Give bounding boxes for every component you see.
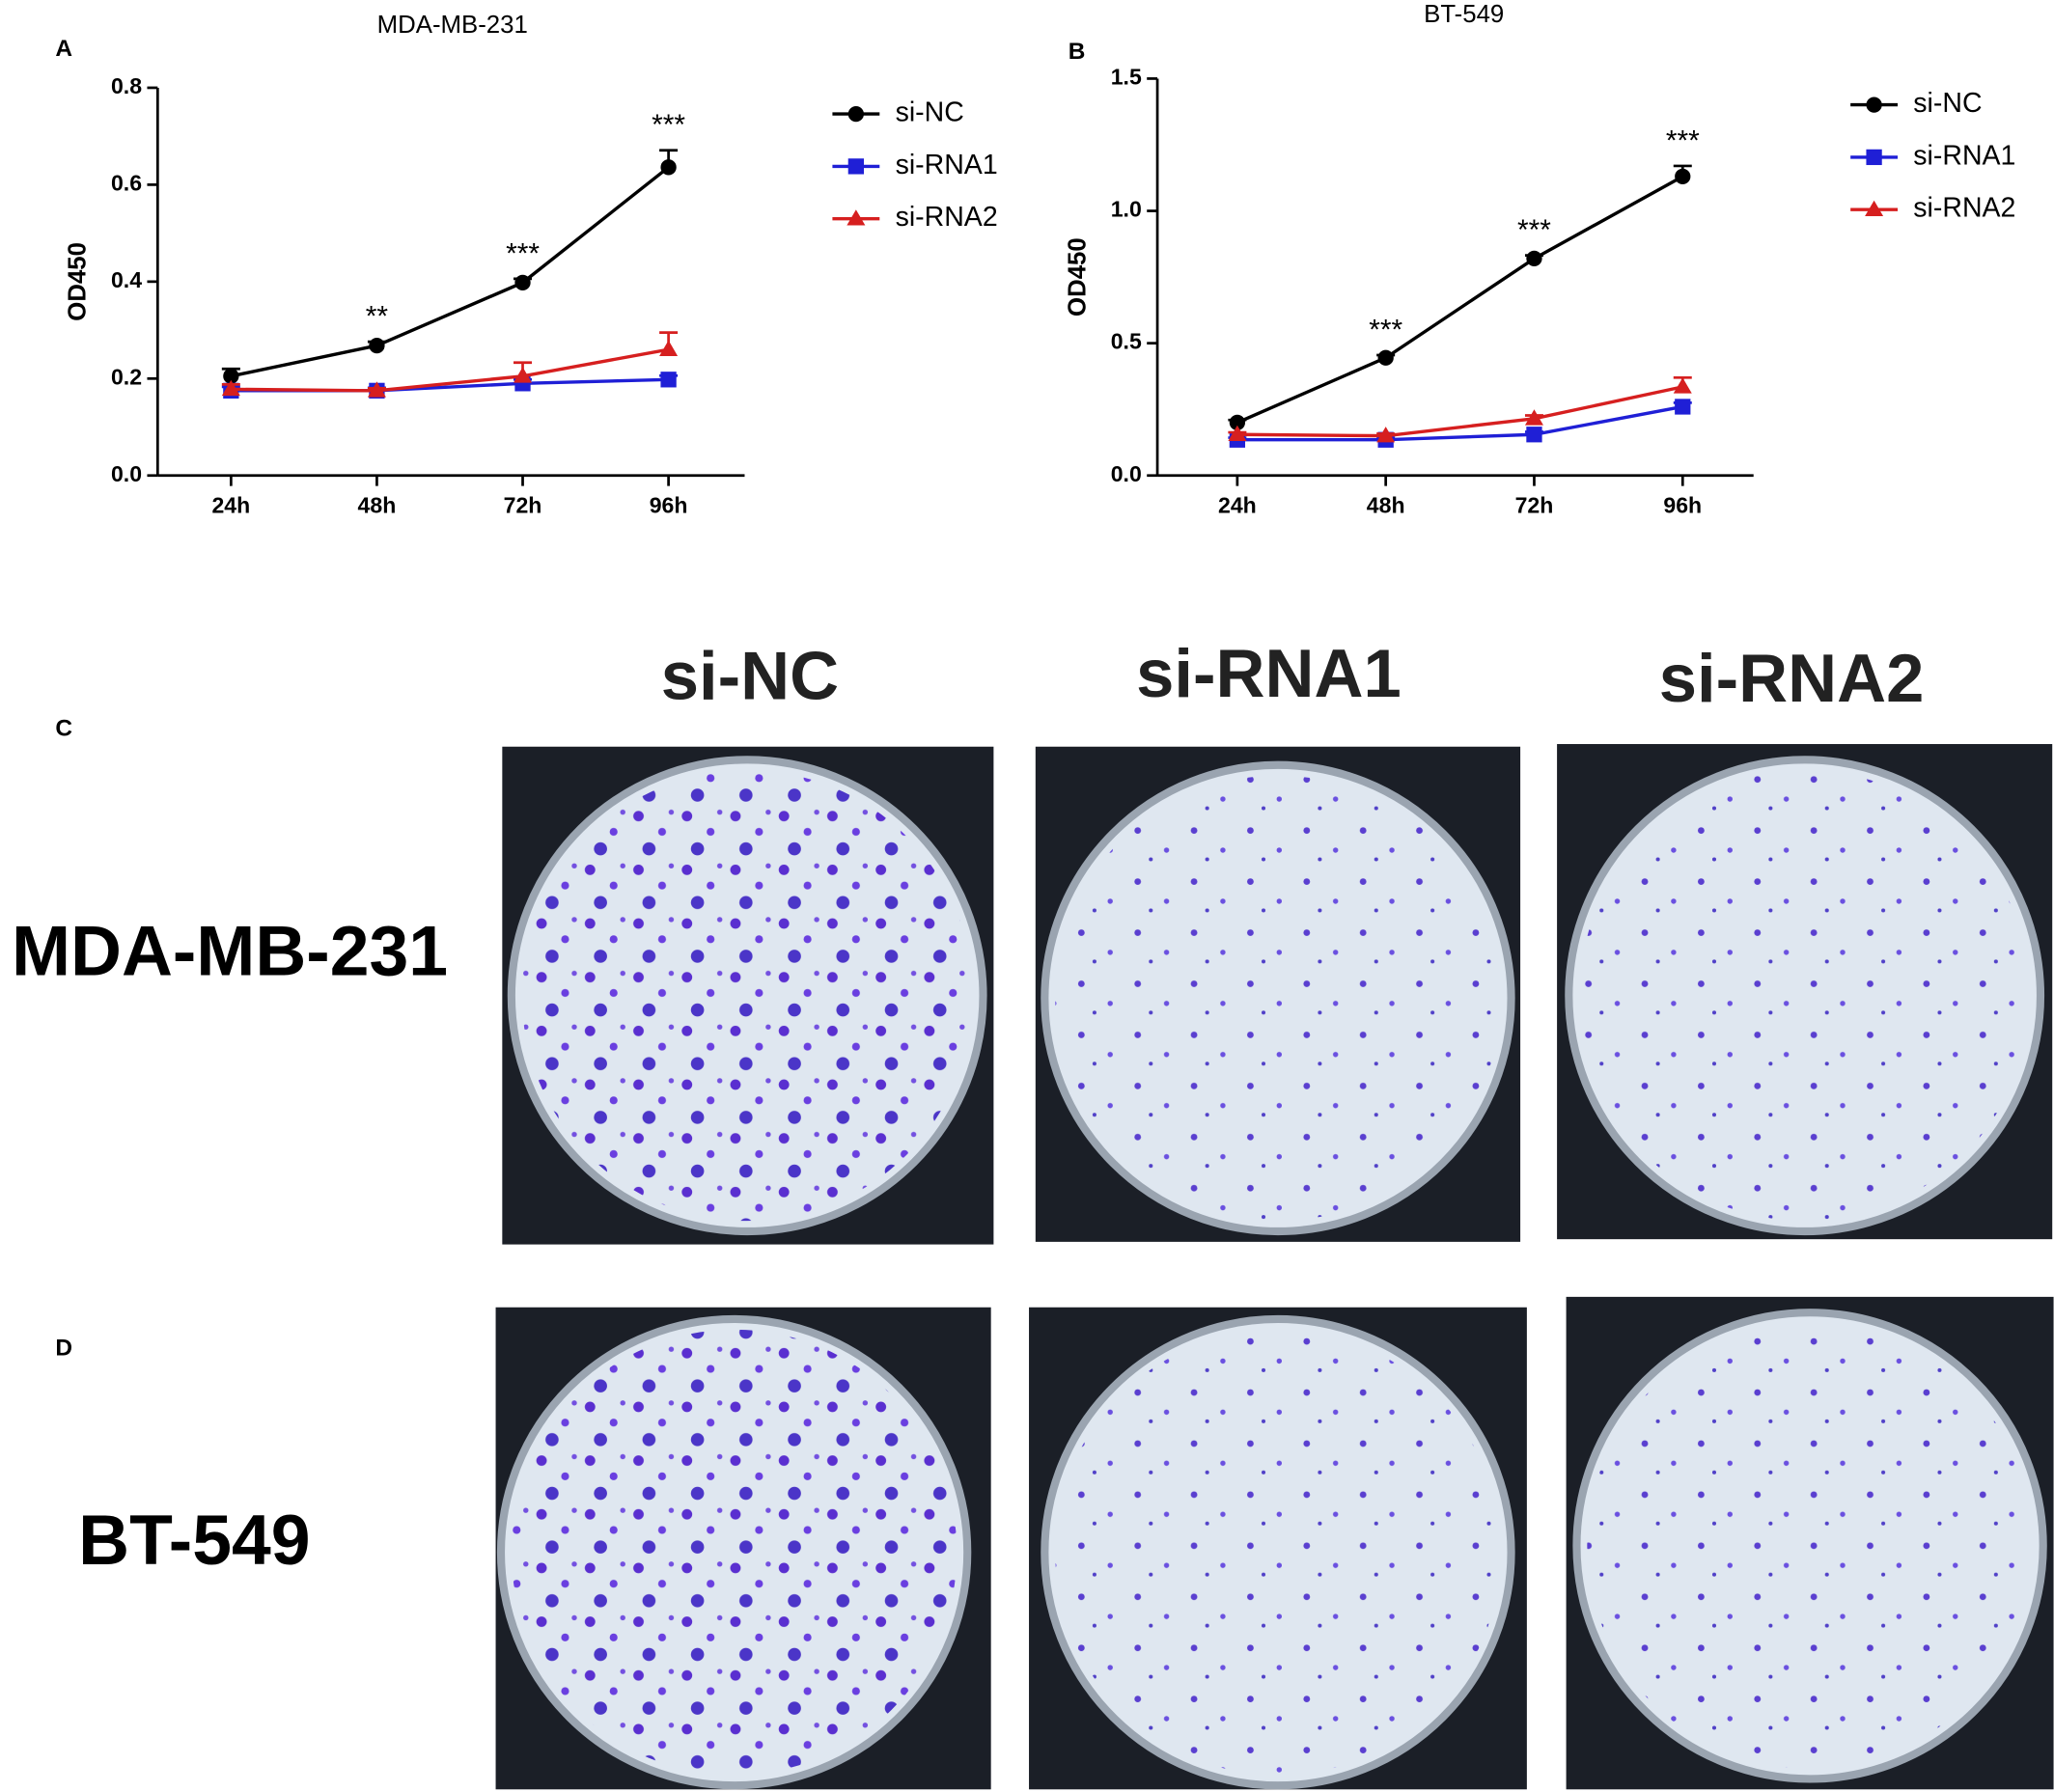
marker [221,379,240,397]
marker [847,209,866,226]
y-tick-label: 0.8 [111,73,142,98]
significance: *** [652,109,685,141]
y-tick-label: 1.5 [1111,65,1142,90]
y-tick-label: 0.0 [111,461,142,486]
photo [495,1307,991,1790]
marker [1866,96,1882,113]
marker [1376,427,1396,443]
marker [1524,409,1543,426]
photo [1029,1307,1527,1790]
x-tick-label: 48h [1367,492,1405,517]
significance: *** [1666,124,1700,156]
photo [502,746,994,1245]
marker [660,159,677,176]
legend-label: si-RNA2 [896,202,998,233]
marker [847,105,864,123]
legend-label: si-RNA1 [896,150,998,180]
significance: *** [506,237,540,269]
panel-label: D [55,1336,72,1362]
y-tick-label: 1.0 [1111,197,1142,222]
marker [660,372,677,388]
marker [847,158,864,175]
x-tick-label: 96h [650,492,688,517]
marker [1526,250,1542,267]
column-label: si-NC [661,638,839,714]
row-label: MDA-MB-231 [12,911,448,990]
y-tick-label: 0.2 [111,364,142,389]
photos [495,744,2054,1790]
marker [514,367,533,383]
panel-label: C [55,716,72,742]
panel-label: A [55,36,72,62]
series-line [1236,175,1684,425]
y-tick-label: 0.5 [1111,329,1142,354]
marker [223,368,239,384]
marker [1675,399,1691,415]
marker [1673,377,1692,394]
series-line [1236,404,1683,442]
panel-label: B [1069,39,1086,65]
marker [1866,149,1882,166]
marker [1675,168,1691,185]
marker [1228,425,1247,442]
significance: ** [366,301,389,333]
significance: *** [1369,314,1402,345]
series-line [231,347,669,393]
marker [369,338,385,354]
x-tick-label: 72h [1515,492,1554,517]
x-tick-label: 48h [358,492,397,517]
x-tick-label: 24h [211,492,250,517]
photo [1035,746,1521,1242]
marker [1377,349,1394,366]
column-label: si-RNA1 [1136,635,1402,711]
legend-label: si-NC [896,97,964,128]
significance: *** [1517,214,1551,246]
marker [1526,427,1542,443]
y-tick-label: 0.0 [1111,461,1142,486]
x-tick-label: 24h [1218,492,1257,517]
marker [1229,414,1246,431]
series-line [230,165,670,378]
x-tick-label: 96h [1663,492,1702,517]
chart-title: MDA-MB-231 [377,12,528,39]
photo [1566,1296,2054,1790]
chart-title: BT-549 [1424,1,1504,28]
series-line [1236,385,1683,438]
y-tick-label: 0.6 [111,170,142,195]
legend-label: si-RNA1 [1913,140,2015,171]
photo [1557,744,2053,1240]
marker [367,381,386,398]
row-label: BT-549 [78,1501,310,1580]
marker [514,274,531,291]
y-axis-label: OD450 [1064,237,1091,317]
y-tick-label: 0.4 [111,267,142,292]
legend-label: si-NC [1913,88,1982,119]
column-label: si-RNA2 [1659,640,1925,716]
marker [659,340,679,356]
x-tick-label: 72h [504,492,542,517]
y-axis-label: OD450 [65,242,92,321]
marker [1865,200,1884,216]
legend-label: si-RNA2 [1913,193,2015,224]
